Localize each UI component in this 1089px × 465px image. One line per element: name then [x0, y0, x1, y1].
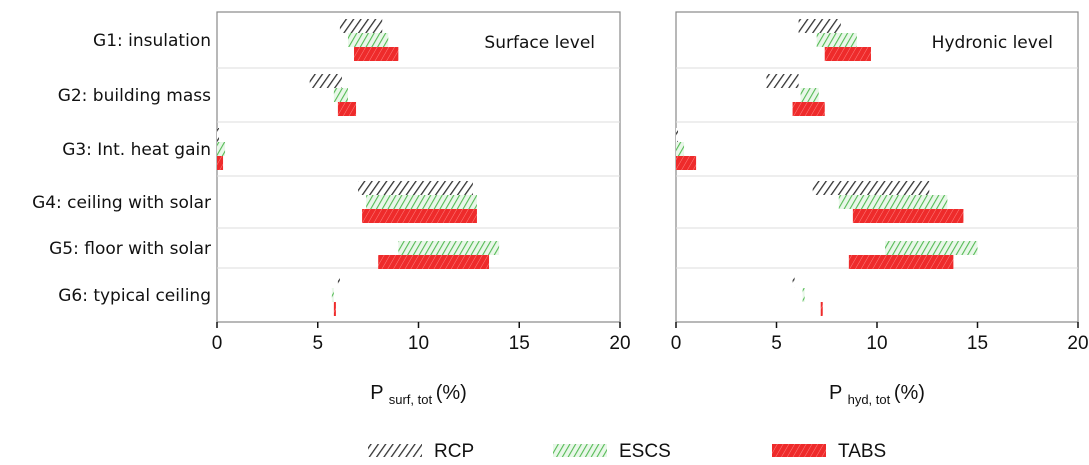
panel-hydronic-level: Hydronic level 0 5 10 15 20 P hyd, tot (%) [671, 11, 1089, 407]
bar-tabs-g2 [337, 102, 357, 116]
bar-tabs-g5 [378, 255, 490, 269]
legend-label-escs: ESCS [619, 441, 671, 462]
bar-rcp-g4 [358, 181, 473, 195]
bar-escs-g2 [333, 88, 348, 102]
panel-frame [216, 11, 621, 323]
panel-label: Surface level [484, 33, 595, 53]
x-tick-label: 20 [1067, 333, 1088, 354]
x-tick-label: 15 [967, 333, 988, 354]
bar-rcp-g2 [766, 74, 799, 88]
legend-label-rcp: RCP [434, 441, 474, 462]
bar-rcp-g2 [309, 74, 342, 88]
x-axis-title: P surf, tot (%) [370, 382, 467, 407]
bar-rcp-g6 [792, 274, 795, 288]
bar-escs-g2 [800, 88, 819, 102]
x-tick-label: 5 [771, 333, 782, 354]
x-tick-label: 5 [312, 333, 323, 354]
legend-swatch-tabs [772, 444, 826, 457]
bar-rcp-g1 [339, 19, 383, 33]
bar-escs-g3 [676, 142, 685, 156]
bar-tabs-g1 [354, 47, 399, 61]
bar-escs-g1 [816, 33, 857, 47]
bar-tabs-g6 [820, 302, 823, 316]
bar-escs-g4 [838, 195, 948, 209]
category-label-g1: G1: insulation [93, 31, 211, 51]
bar-rcp-g3 [676, 128, 679, 142]
bar-escs-g1 [347, 33, 389, 47]
bar-rcp-g6 [337, 274, 340, 288]
x-tick-label: 0 [212, 333, 223, 354]
bar-tabs-g4 [852, 209, 964, 223]
bar-tabs-g4 [362, 209, 477, 223]
bar-escs-g5 [398, 241, 500, 255]
bar-tabs-g1 [824, 47, 871, 61]
panel-surface-level: Surface level 0 5 10 15 20 P surf, tot (%) [212, 11, 631, 407]
category-label-g5: G5: floor with solar [49, 239, 211, 259]
panel-label: Hydronic level [932, 33, 1053, 53]
panel-frame [675, 11, 1079, 323]
chart-panels: Surface level 0 5 10 15 20 P surf, tot (%) Hydr… [212, 11, 1089, 407]
category-label-g3: G3: Int. heat gain [62, 140, 211, 160]
legend-label-tabs: TABS [838, 441, 886, 462]
bar-tabs-g3 [676, 156, 697, 170]
bar-escs-g5 [885, 241, 978, 255]
x-tick-label: 15 [509, 333, 530, 354]
category-label-g2: G2: building mass [58, 86, 211, 106]
x-tick-label: 20 [609, 333, 630, 354]
x-axis-title: P hyd, tot (%) [829, 382, 925, 407]
bar-tabs-g5 [848, 255, 954, 269]
bar-escs-g3 [217, 142, 226, 156]
bar-rcp-g4 [812, 181, 930, 195]
bar-escs-g4 [366, 195, 477, 209]
bar-rcp-g3 [217, 128, 220, 142]
bar-escs-g6 [802, 288, 805, 302]
bar-rcp-g1 [798, 19, 841, 33]
legend: RCP ESCS TABS [368, 441, 886, 462]
x-tick-label: 10 [408, 333, 429, 354]
category-labels: G1: insulation G2: building mass G3: Int. … [32, 31, 211, 306]
bar-escs-g6 [331, 288, 334, 302]
x-tick-label: 0 [671, 333, 682, 354]
x-tick-label: 10 [866, 333, 887, 354]
category-label-g6: G6: typical ceiling [58, 286, 211, 306]
bar-tabs-g3 [217, 156, 224, 170]
bar-tabs-g2 [792, 102, 825, 116]
category-label-g4: G4: ceiling with solar [32, 193, 211, 213]
bar-tabs-g6 [333, 302, 336, 316]
legend-swatch-escs [553, 444, 607, 457]
legend-swatch-rcp [368, 444, 422, 457]
